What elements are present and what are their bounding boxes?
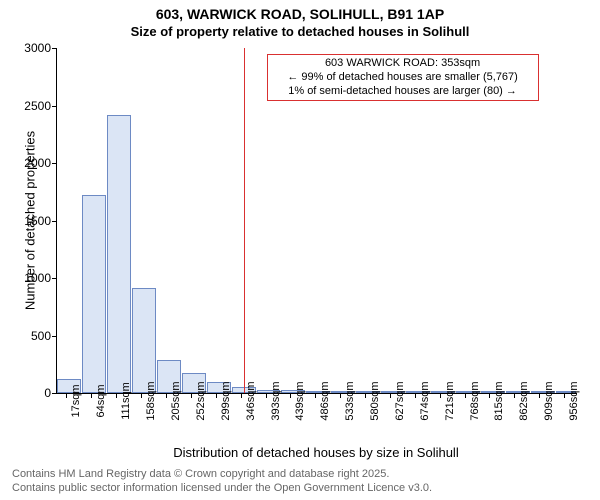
x-tick-label: 205sqm xyxy=(170,381,182,420)
y-tick-mark xyxy=(52,336,57,337)
y-tick-label: 0 xyxy=(44,386,51,400)
x-tick-mark xyxy=(166,393,167,398)
x-tick-label: 158sqm xyxy=(145,381,157,420)
histogram-bar xyxy=(82,195,106,393)
y-tick-mark xyxy=(52,106,57,107)
footer-line-2: Contains public sector information licen… xyxy=(12,482,432,494)
x-tick-label: 627sqm xyxy=(394,381,406,420)
y-tick-label: 500 xyxy=(31,329,51,343)
y-tick-mark xyxy=(52,48,57,49)
x-tick-label: 439sqm xyxy=(294,381,306,420)
x-tick-label: 674sqm xyxy=(419,381,431,420)
x-tick-label: 956sqm xyxy=(568,381,580,420)
y-tick-mark xyxy=(52,221,57,222)
x-tick-mark xyxy=(216,393,217,398)
x-tick-mark xyxy=(514,393,515,398)
x-tick-mark xyxy=(141,393,142,398)
x-tick-mark xyxy=(266,393,267,398)
x-tick-mark xyxy=(390,393,391,398)
page-title: 603, WARWICK ROAD, SOLIHULL, B91 1AP xyxy=(0,6,600,22)
y-tick-mark xyxy=(52,393,57,394)
histogram-bar xyxy=(107,115,131,393)
y-tick-mark xyxy=(52,278,57,279)
x-tick-label: 721sqm xyxy=(444,381,456,420)
x-tick-label: 252sqm xyxy=(195,381,207,420)
x-axis-label: Distribution of detached houses by size … xyxy=(56,445,576,460)
x-tick-mark xyxy=(489,393,490,398)
x-tick-mark xyxy=(91,393,92,398)
y-tick-mark xyxy=(52,163,57,164)
y-tick-label: 2500 xyxy=(24,99,51,113)
x-tick-label: 909sqm xyxy=(543,381,555,420)
x-tick-mark xyxy=(539,393,540,398)
x-tick-label: 580sqm xyxy=(369,381,381,420)
x-tick-label: 299sqm xyxy=(220,381,232,420)
x-tick-mark xyxy=(440,393,441,398)
x-tick-mark xyxy=(315,393,316,398)
callout-line: ← 99% of detached houses are smaller (5,… xyxy=(272,71,534,85)
x-tick-label: 815sqm xyxy=(493,381,505,420)
x-tick-mark xyxy=(66,393,67,398)
x-tick-mark xyxy=(191,393,192,398)
x-tick-mark xyxy=(116,393,117,398)
x-tick-mark xyxy=(365,393,366,398)
y-tick-label: 3000 xyxy=(24,41,51,55)
x-tick-label: 393sqm xyxy=(270,381,282,420)
histogram-chart: 05001000150020002500300017sqm64sqm111sqm… xyxy=(56,48,577,394)
x-tick-label: 768sqm xyxy=(469,381,481,420)
x-tick-mark xyxy=(415,393,416,398)
page-subtitle: Size of property relative to detached ho… xyxy=(0,24,600,39)
x-tick-label: 486sqm xyxy=(319,381,331,420)
marker-line xyxy=(244,48,245,393)
y-axis-label: Number of detached properties xyxy=(23,120,38,320)
callout-box: 603 WARWICK ROAD: 353sqm← 99% of detache… xyxy=(267,54,539,101)
x-tick-label: 64sqm xyxy=(95,384,107,417)
x-tick-mark xyxy=(241,393,242,398)
x-tick-label: 17sqm xyxy=(70,384,82,417)
x-tick-mark xyxy=(290,393,291,398)
x-tick-mark xyxy=(465,393,466,398)
footer-line-1: Contains HM Land Registry data © Crown c… xyxy=(12,468,389,480)
x-tick-label: 111sqm xyxy=(120,382,132,420)
histogram-bar xyxy=(132,288,156,393)
x-tick-label: 862sqm xyxy=(518,381,530,420)
callout-line: 603 WARWICK ROAD: 353sqm xyxy=(272,57,534,71)
x-tick-label: 346sqm xyxy=(245,381,257,420)
callout-line: 1% of semi-detached houses are larger (8… xyxy=(272,85,534,99)
x-tick-label: 533sqm xyxy=(344,381,356,420)
x-tick-mark xyxy=(340,393,341,398)
x-tick-mark xyxy=(564,393,565,398)
